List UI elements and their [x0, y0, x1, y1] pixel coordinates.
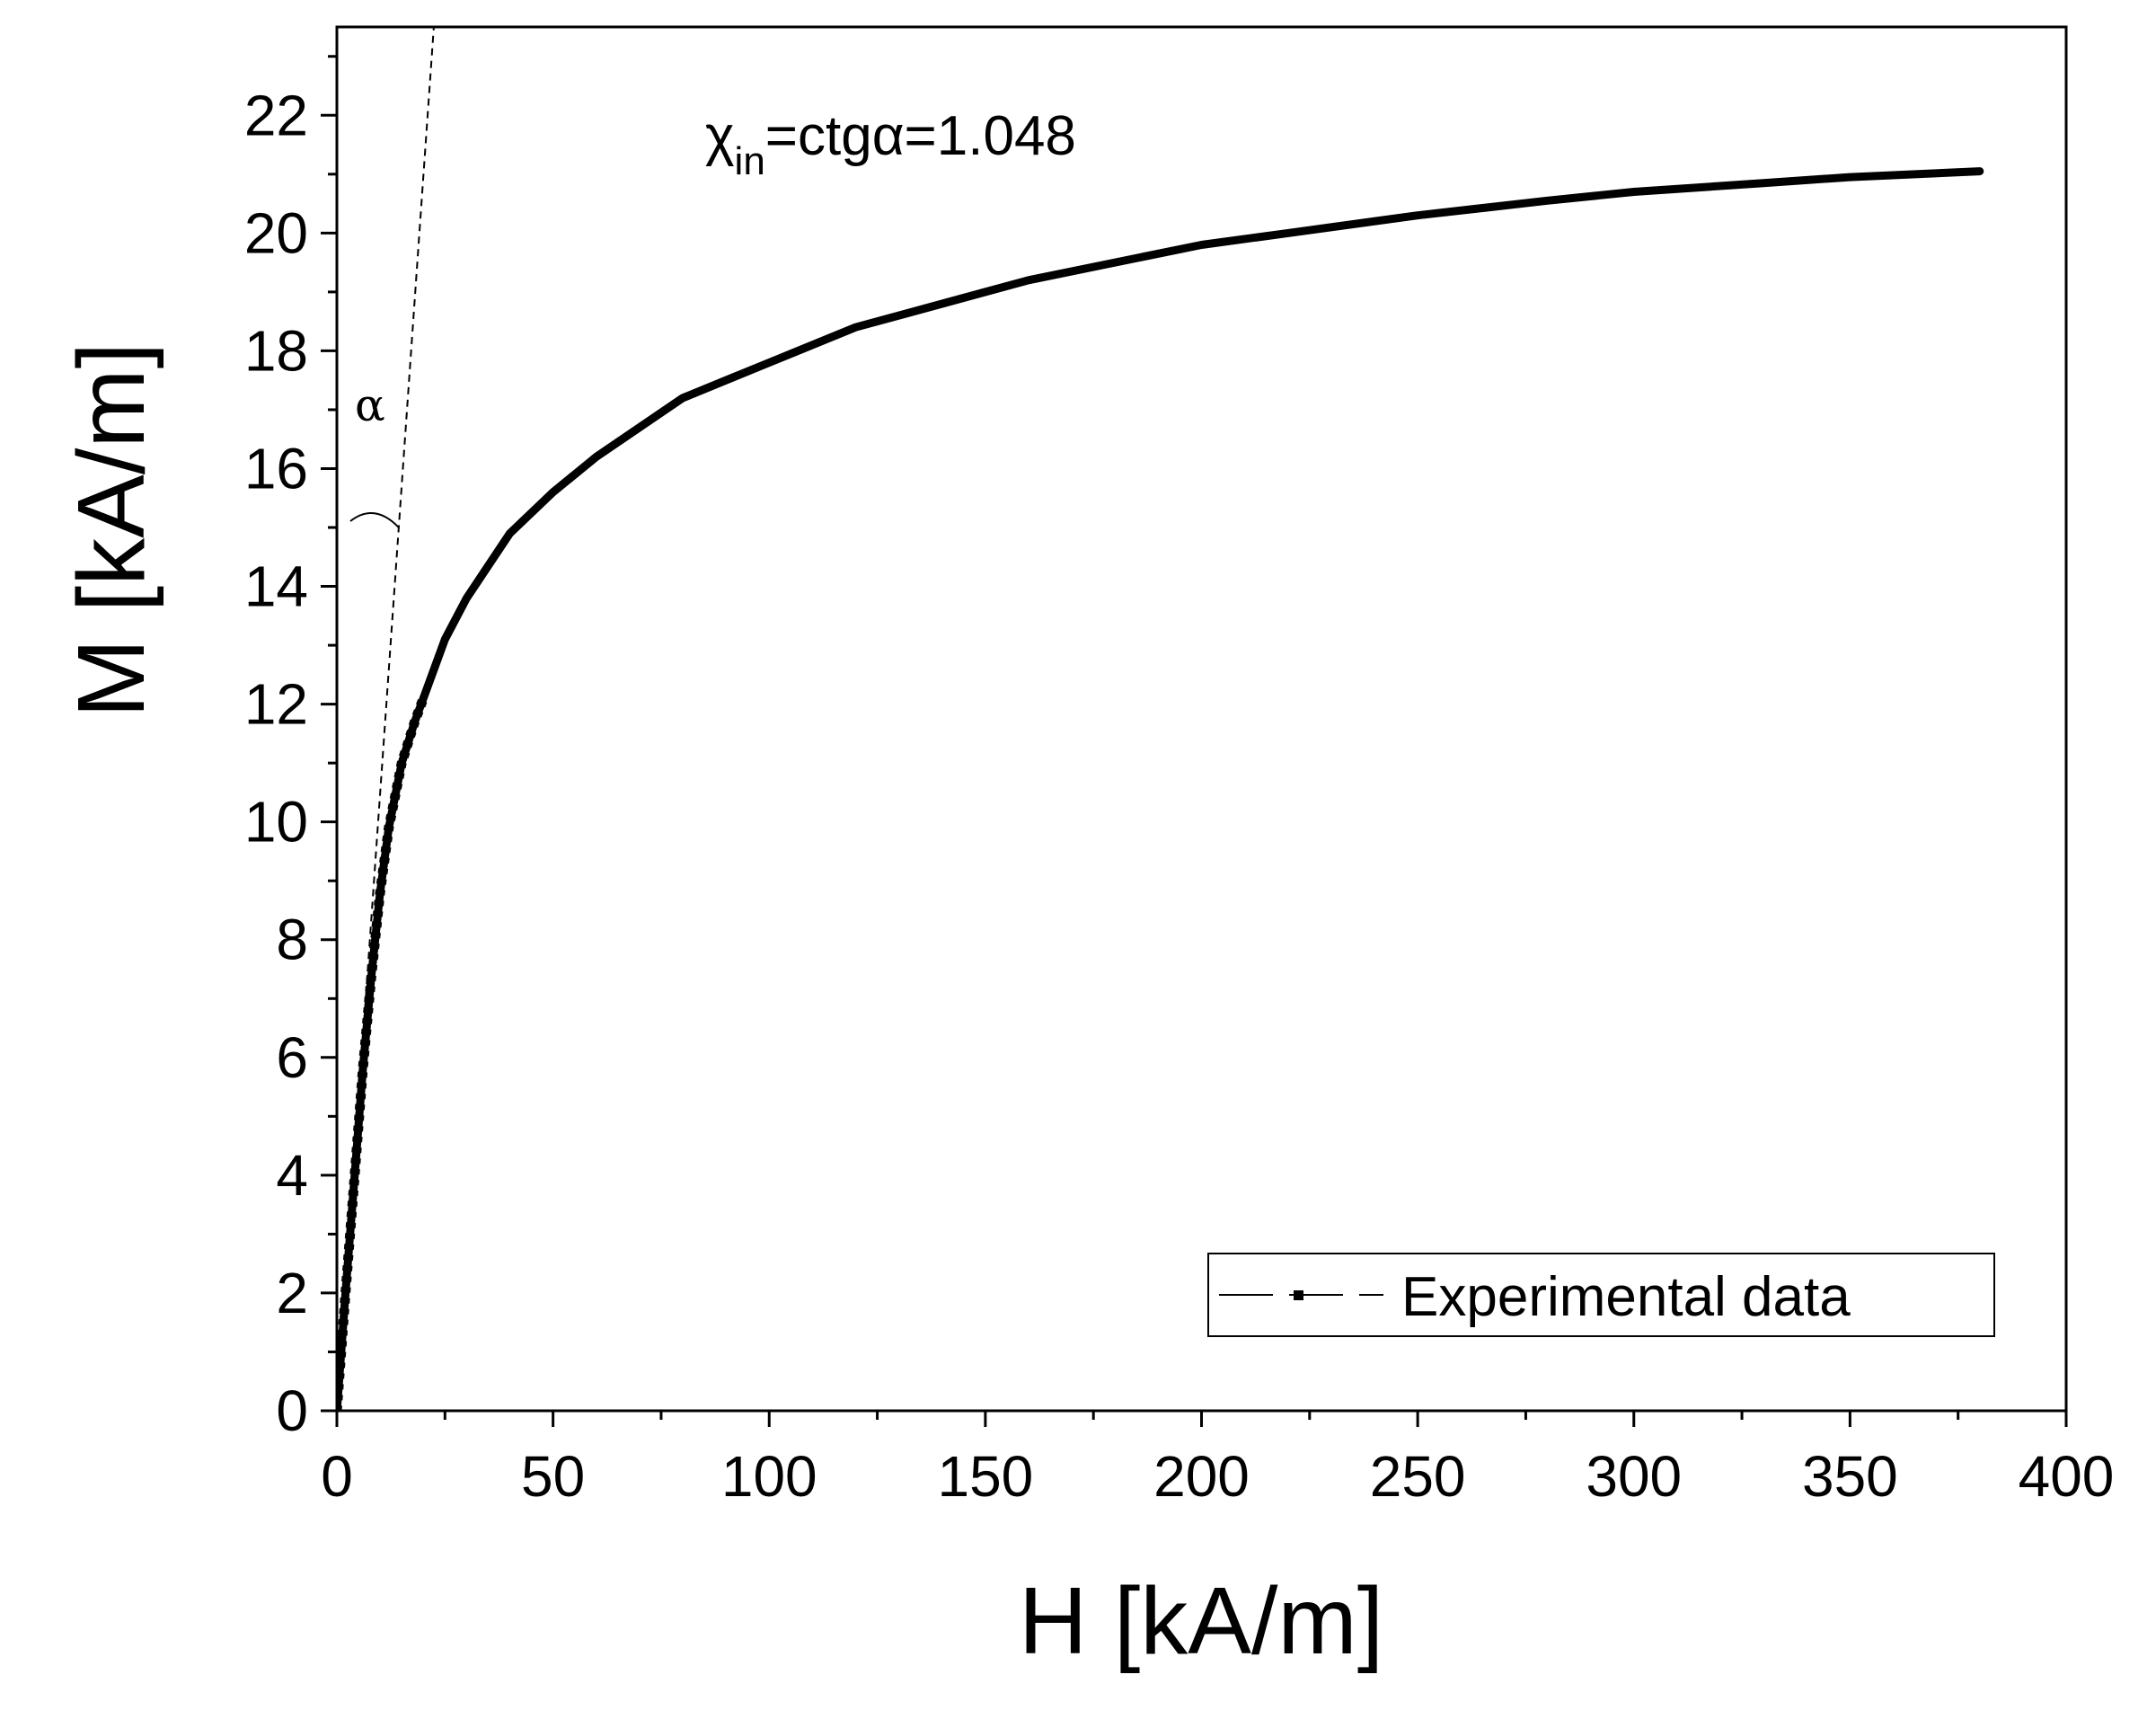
y-tick-label: 6: [276, 1025, 308, 1090]
chi-formula: =ctgα=1.048: [765, 105, 1076, 167]
x-tick-label: 150: [937, 1444, 1033, 1509]
y-tick-label: 8: [276, 908, 308, 972]
x-axis-tick-labels: 0 50 100 150 200 250 300 350 400: [321, 1444, 2114, 1509]
legend: Experimental data: [1207, 1253, 1995, 1337]
y-tick-label: 20: [244, 200, 308, 265]
y-tick-label: 4: [276, 1143, 308, 1208]
y-axis-tick-labels: 0 2 4 6 8 10 12 14 16 18 20 22: [244, 83, 308, 1443]
susceptibility-annotation: χin=ctgα=1.048: [705, 105, 1076, 183]
x-axis-title: H [kA/m]: [1019, 1568, 1383, 1674]
experimental-data-markers: [337, 696, 429, 1411]
y-tick-label: 0: [276, 1378, 308, 1443]
plot-area-frame: [335, 25, 2068, 1413]
x-tick-label: 100: [721, 1444, 817, 1509]
x-tick-label: 250: [1370, 1444, 1466, 1509]
chi-subscript: in: [735, 139, 765, 183]
y-axis-title: M [kA/m]: [58, 342, 164, 718]
y-tick-label: 10: [244, 790, 308, 855]
x-tick-label: 350: [1802, 1444, 1898, 1509]
legend-label-experimental-data: Experimental data: [1401, 1266, 1851, 1328]
y-tick-label: 22: [244, 83, 308, 147]
x-axis-ticks: [335, 1411, 2068, 1427]
x-tick-label: 200: [1153, 1444, 1250, 1509]
x-tick-label: 0: [321, 1444, 353, 1509]
y-tick-label: 2: [276, 1261, 308, 1325]
y-axis-ticks: [321, 55, 337, 1413]
x-tick-label: 300: [1586, 1444, 1682, 1509]
alpha-angle-label: α: [355, 379, 385, 431]
x-tick-label: 50: [521, 1444, 585, 1509]
chi-symbol: χ: [705, 105, 735, 167]
legend-marker-sample: [1294, 1290, 1303, 1300]
y-tick-label: 18: [244, 318, 308, 383]
alpha-angle-arc: [349, 512, 400, 528]
y-tick-label: 14: [244, 554, 308, 619]
y-tick-label: 16: [244, 436, 308, 501]
x-tick-label: 400: [2019, 1444, 2115, 1509]
y-tick-label: 12: [244, 672, 308, 737]
